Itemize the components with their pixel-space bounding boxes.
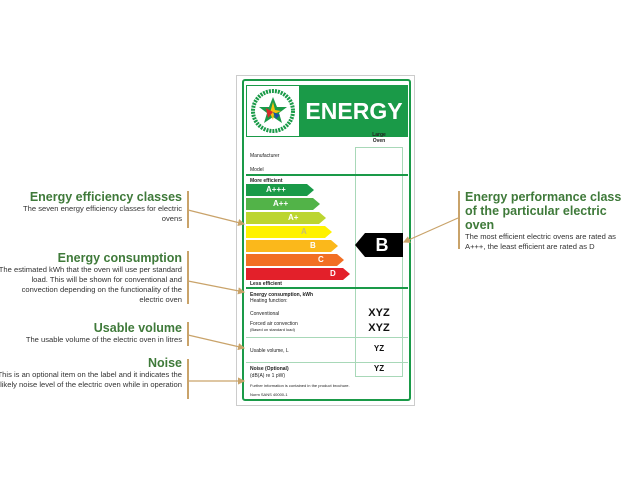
divider	[246, 174, 408, 176]
model-label: Model	[250, 167, 264, 173]
value-column-box	[355, 147, 403, 377]
arrow-consumption	[187, 280, 246, 295]
more-efficient-label: More efficient	[250, 178, 283, 184]
bracket	[187, 191, 189, 228]
noise-unit: (dB(A) re 1 pW)	[250, 373, 286, 379]
manufacturer-label: Manufacturer	[250, 153, 280, 159]
usable-volume-value: YZ	[373, 344, 385, 353]
class-bar-a+: A+	[246, 212, 326, 224]
energy-header: ENERGY	[300, 85, 408, 137]
class-bar-b: B	[246, 240, 338, 252]
annotation-volume: Usable volume The usable volume of the e…	[25, 321, 182, 344]
class-bar-d: D	[246, 268, 350, 280]
annotation-classes: Energy efficiency classes The seven ener…	[23, 190, 182, 223]
noise-value: YZ	[373, 364, 385, 373]
arrow-volume	[187, 334, 246, 351]
energy-label	[236, 75, 415, 406]
heating-function-label: Heating function:	[250, 298, 288, 304]
noise-label: Noise (Optional)	[250, 366, 289, 372]
column-header: Large Oven	[372, 132, 386, 144]
less-efficient-label: Less efficient	[250, 281, 282, 287]
bracket	[187, 251, 189, 304]
divider	[246, 362, 408, 363]
forced-air-label: Forced air convection	[250, 321, 298, 327]
forced-air-note: (Based on standard load)	[250, 327, 295, 332]
logo-box	[246, 85, 300, 137]
divider	[246, 337, 408, 338]
star-logo-icon	[251, 89, 295, 133]
annotation-noise: Noise This is an optional item on the la…	[0, 356, 182, 389]
bracket	[187, 359, 189, 399]
forced-air-value: XYZ	[368, 322, 390, 334]
arrow-classes	[187, 209, 246, 227]
bracket	[187, 322, 189, 346]
bracket	[458, 191, 460, 249]
class-bar-c: C	[246, 254, 344, 266]
divider	[246, 287, 408, 289]
rating-marker: B	[355, 233, 403, 257]
energy-consumption-label: Energy consumption, kWh	[250, 292, 314, 298]
class-bar-a: A	[246, 226, 332, 238]
annotation-performance: Energy performance class of the particul…	[465, 190, 622, 251]
annotation-consumption: Energy consumption The estimated kWh tha…	[0, 251, 182, 304]
arrow-performance	[402, 217, 459, 243]
conventional-value: XYZ	[368, 307, 390, 319]
norm: Norm SANS 40000-1	[250, 392, 288, 397]
class-bar-a++: A++	[246, 198, 320, 210]
class-bar-a+++: A+++	[246, 184, 314, 196]
conventional-label: Conventional	[250, 311, 280, 317]
further-info: Further information is contained in the …	[250, 383, 350, 388]
usable-volume-label: Usable volume, L	[250, 348, 289, 354]
